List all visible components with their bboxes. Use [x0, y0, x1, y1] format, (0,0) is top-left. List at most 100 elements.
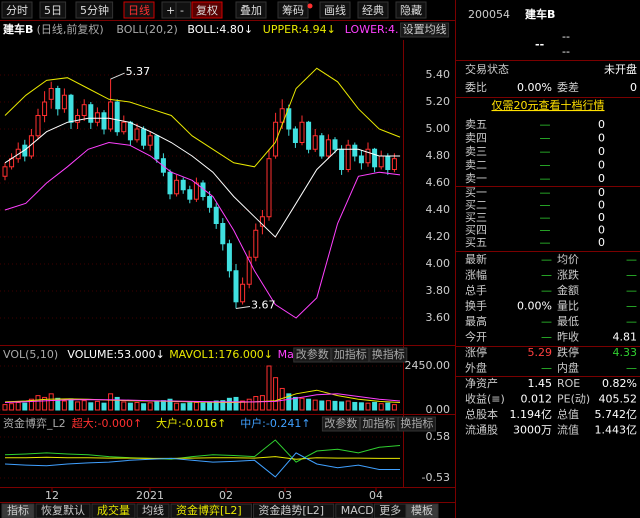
candle-body — [358, 155, 364, 164]
header-item: 加指标 — [362, 416, 395, 430]
toolbar-button[interactable] — [175, 1, 192, 19]
volume-bar — [35, 395, 41, 411]
candle-body — [246, 256, 252, 285]
fund-line — [4, 439, 401, 463]
candle-body — [88, 104, 94, 123]
volume-bar — [233, 396, 239, 411]
candle-body — [121, 121, 127, 133]
param-button[interactable] — [397, 416, 436, 432]
volume-bar — [75, 401, 81, 411]
param-button[interactable] — [369, 347, 408, 363]
tab[interactable] — [252, 503, 335, 518]
toolbar-button[interactable] — [1, 1, 33, 19]
stat-value: — — [541, 315, 552, 328]
volume-bar — [365, 402, 371, 411]
toolbar-button[interactable] — [319, 1, 351, 19]
row-cell: 委比 — [465, 81, 487, 94]
candle-body — [101, 112, 107, 130]
toolbar-label: 隐藏 — [400, 4, 422, 17]
volume-bar — [134, 401, 140, 411]
volume-bar — [108, 393, 114, 411]
stat-label: 量比 — [557, 300, 579, 313]
book-label: 卖五 — [465, 118, 487, 131]
candle-body — [75, 115, 81, 123]
param-button[interactable] — [400, 22, 450, 38]
tab[interactable] — [91, 503, 136, 518]
candle-body — [220, 223, 226, 245]
param-button[interactable] — [359, 416, 398, 432]
stat-label: PE(动) — [557, 393, 590, 406]
stat-value: — — [541, 253, 552, 266]
volume-bar — [292, 396, 298, 411]
toolbar-button[interactable] — [395, 1, 427, 19]
header-item: 改参数 — [324, 416, 357, 430]
candle-body — [180, 179, 186, 191]
volume-bar — [28, 398, 34, 411]
annotation-line — [235, 306, 251, 310]
stat-label: 跌停 — [557, 345, 579, 359]
stat-value: — — [626, 269, 637, 282]
book-price: — — [540, 236, 551, 249]
stat-value: — — [626, 253, 637, 266]
candle-body — [35, 115, 41, 137]
book-price: — — [540, 211, 551, 224]
header-item: 资金博弈_L2 — [3, 416, 66, 430]
row-cell: 委差 — [557, 80, 579, 94]
volume-bar — [378, 403, 384, 411]
volume-bar — [266, 365, 272, 411]
banner-text: 仅需20元查看十档行情 — [492, 98, 605, 112]
volume-bar — [325, 400, 331, 411]
header-item: 加指标 — [334, 347, 367, 361]
volume-bar — [246, 398, 252, 411]
banner[interactable] — [458, 98, 638, 114]
volume-bar — [94, 400, 100, 411]
volume-bar — [167, 398, 173, 411]
toolbar-label: - — [180, 4, 184, 17]
volume-bar — [61, 400, 67, 411]
volume-bar — [286, 393, 292, 411]
candle-body — [312, 135, 318, 150]
tab[interactable] — [35, 503, 91, 518]
tab-label: MACD — [341, 504, 374, 517]
tab[interactable] — [1, 503, 35, 518]
row-cell: 0.00% — [517, 81, 552, 94]
header-item: LOWER:4. — [345, 23, 399, 36]
stat-label: 流通股 — [465, 423, 498, 437]
volume-bar — [207, 401, 213, 411]
candle-body — [365, 148, 371, 164]
volume-bar — [345, 400, 351, 411]
toolbar-button[interactable] — [357, 1, 389, 19]
last-price: -- — [535, 38, 544, 51]
candle-body — [108, 101, 114, 130]
volume-bar — [339, 401, 345, 411]
volume-bar — [306, 398, 312, 411]
book-volume: 0 — [598, 159, 605, 172]
volume-bar — [259, 395, 265, 411]
toolbar-button[interactable] — [123, 1, 155, 19]
toolbar-button[interactable] — [235, 1, 267, 19]
toolbar-button[interactable] — [39, 1, 67, 19]
candle-body — [253, 229, 259, 258]
volume-bar — [48, 393, 54, 411]
toolbar-button[interactable] — [191, 1, 223, 19]
volume-bar — [121, 401, 127, 411]
toolbar-label: + — [166, 4, 175, 17]
toolbar-button[interactable] — [75, 1, 114, 19]
param-button[interactable] — [331, 347, 370, 363]
volume-bar — [385, 402, 391, 411]
tab[interactable] — [170, 503, 252, 518]
tab[interactable] — [335, 503, 373, 518]
stat-value: — — [541, 362, 552, 375]
toolbar-button[interactable] — [277, 1, 309, 19]
param-button[interactable] — [321, 416, 360, 432]
stat-value: — — [541, 331, 552, 344]
volume-bar — [312, 399, 318, 411]
volume-bar — [200, 402, 206, 411]
toolbar-label: 画线 — [324, 3, 346, 17]
tab[interactable] — [405, 503, 439, 518]
date-label: 12 — [45, 489, 59, 502]
tab[interactable] — [136, 503, 170, 518]
stat-value: 0.00% — [517, 300, 552, 313]
stat-value: — — [541, 269, 552, 282]
param-button[interactable] — [293, 347, 332, 363]
